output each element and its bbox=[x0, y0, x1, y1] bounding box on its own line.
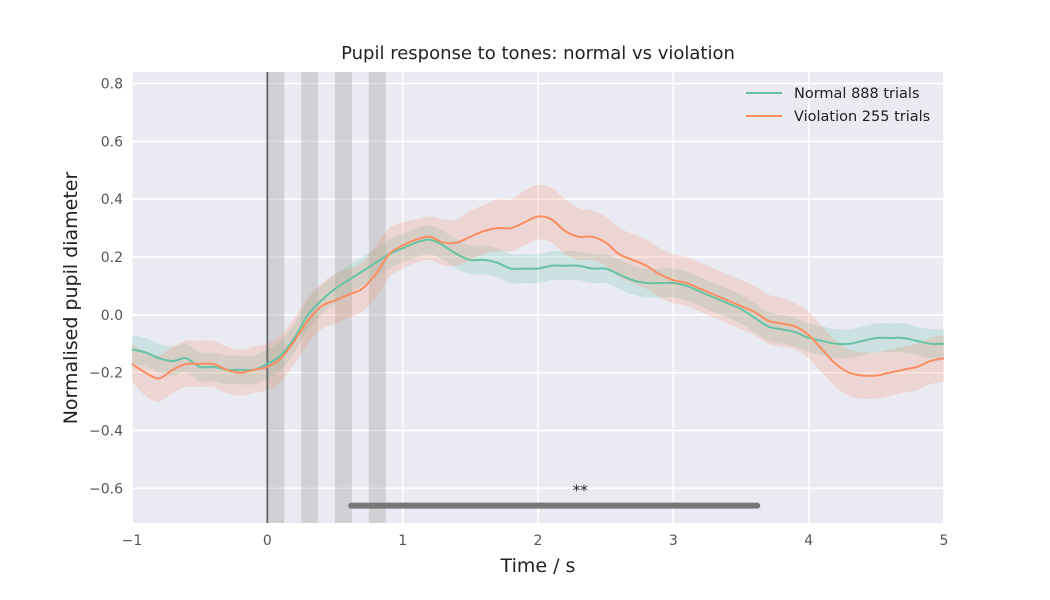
series-lines bbox=[131, 215, 945, 380]
confidence-band-1 bbox=[132, 184, 944, 402]
x-tick-label: 3 bbox=[669, 533, 678, 549]
chart-title: Pupil response to tones: normal vs viola… bbox=[341, 43, 735, 64]
legend-label-normal: Normal 888 trials bbox=[794, 86, 920, 102]
y-tick-label: 0.8 bbox=[101, 77, 123, 93]
y-tick-label: −0.4 bbox=[89, 423, 123, 439]
x-tick-labels: −1 0 1 2 3 4 5 bbox=[122, 533, 949, 549]
tone-interval bbox=[267, 72, 285, 523]
x-axis-label: Time / s bbox=[500, 555, 576, 577]
y-tick-label: 0.6 bbox=[101, 134, 123, 150]
confidence-band-0 bbox=[132, 225, 944, 385]
y-tick-label: −0.6 bbox=[89, 481, 123, 497]
significance-annotation: ** bbox=[348, 482, 761, 509]
significance-label: ** bbox=[573, 482, 589, 500]
tone-interval bbox=[368, 72, 386, 523]
series-line-1 bbox=[131, 215, 945, 380]
confidence-bands bbox=[132, 184, 944, 402]
x-tick-label: 4 bbox=[804, 533, 813, 549]
y-tick-label: 0.0 bbox=[101, 308, 123, 324]
x-tick-label: −1 bbox=[122, 533, 143, 549]
legend: Normal 888 trials Violation 255 trials bbox=[746, 86, 930, 125]
y-tick-label: 0.2 bbox=[101, 250, 123, 266]
series-line-0 bbox=[131, 238, 945, 372]
y-axis-label: Normalised pupil diameter bbox=[60, 172, 82, 425]
y-tick-label: −0.2 bbox=[89, 366, 123, 382]
x-tick-label: 2 bbox=[534, 533, 543, 549]
tone-interval bbox=[301, 72, 319, 523]
y-tick-label: 0.4 bbox=[101, 192, 123, 208]
x-tick-label: 1 bbox=[398, 533, 407, 549]
x-tick-label: 0 bbox=[263, 533, 272, 549]
x-tick-label: 5 bbox=[940, 533, 949, 549]
legend-label-violation: Violation 255 trials bbox=[794, 109, 930, 125]
y-tick-labels: −0.6 −0.4 −0.2 0.0 0.2 0.4 0.6 0.8 bbox=[89, 77, 123, 498]
